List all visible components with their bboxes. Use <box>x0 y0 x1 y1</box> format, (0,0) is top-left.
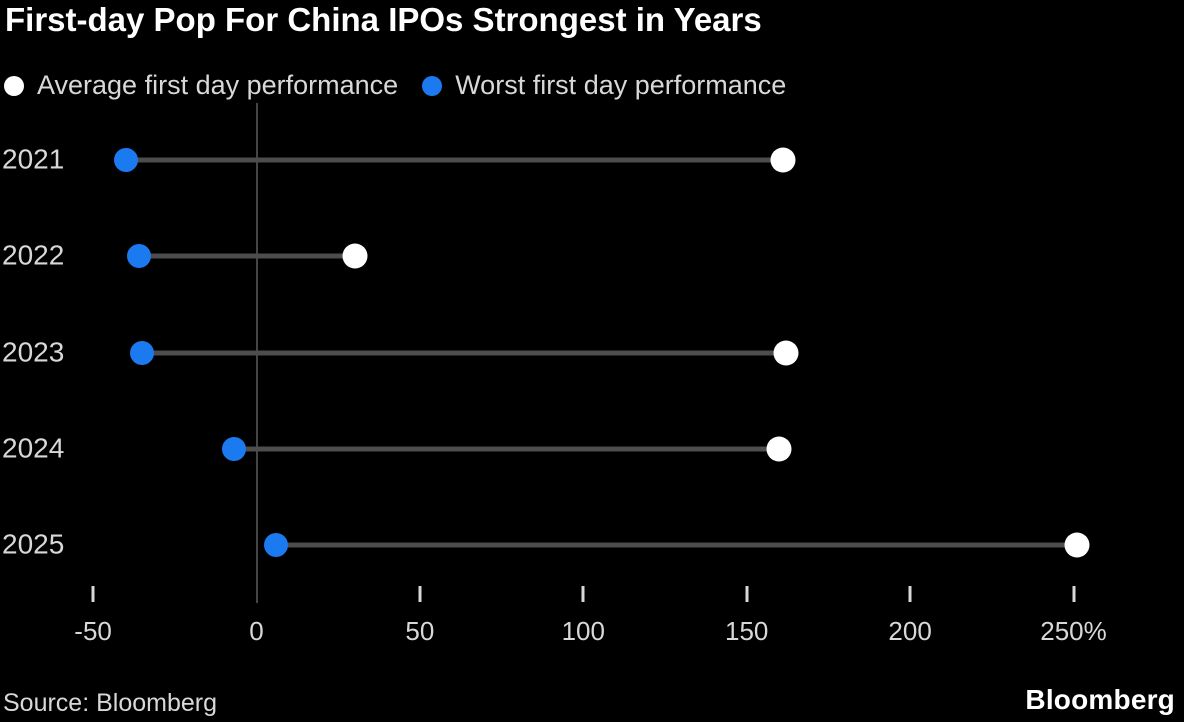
legend-item-worst: Worst first day performance <box>422 70 786 101</box>
axis-tick-label: 250% <box>1040 616 1107 646</box>
dumbbell-connector <box>138 253 355 259</box>
axis-tick-label: 200 <box>888 616 932 646</box>
avg-performance-dot <box>773 340 799 365</box>
bloomberg-logo: Bloomberg <box>1025 684 1175 715</box>
worst-performance-dot <box>126 244 151 269</box>
legend-average-label: Average first day performance <box>37 70 399 100</box>
axis-tick <box>91 586 95 602</box>
worst-performance-dot <box>264 533 289 557</box>
legend-worst-label: Worst first day performance <box>455 70 787 100</box>
avg-performance-dot <box>770 147 796 173</box>
axis-tick-label: 100 <box>561 616 605 646</box>
legend: Average first day performance Worst firs… <box>4 70 786 101</box>
axis-tick-label: -50 <box>74 616 112 646</box>
axis-tick-label: 50 <box>405 616 435 646</box>
avg-performance-dot <box>342 243 368 269</box>
axis-tick <box>1072 586 1075 602</box>
year-label: 2022 <box>2 239 65 271</box>
worst-performance-dot <box>113 148 138 172</box>
avg-performance-dot <box>1064 532 1090 558</box>
axis-tick <box>418 586 422 602</box>
source-note: Source: Bloomberg <box>3 689 218 717</box>
year-label: 2025 <box>2 528 65 560</box>
legend-worst-dot-icon <box>422 75 443 96</box>
dumbbell-connector <box>142 350 786 355</box>
year-label: 2024 <box>2 432 65 464</box>
year-label: 2023 <box>2 335 65 367</box>
dumbbell-connector <box>233 446 780 452</box>
avg-performance-dot <box>766 436 792 462</box>
year-label: 2021 <box>2 143 65 175</box>
worst-performance-dot <box>221 436 246 461</box>
axis-tick <box>581 586 585 602</box>
axis-tick <box>745 586 749 602</box>
legend-item-average: Average first day performance <box>4 70 398 101</box>
chart-title: First-day Pop For China IPOs Strongest i… <box>5 1 762 38</box>
legend-average-dot-icon <box>4 75 24 96</box>
dumbbell-connector <box>125 157 783 163</box>
worst-performance-dot <box>130 340 155 365</box>
dumbbell-connector <box>276 542 1077 548</box>
axis-tick-label: 150 <box>724 616 769 646</box>
axis-tick-label: 0 <box>249 616 264 646</box>
axis-tick <box>908 586 912 602</box>
